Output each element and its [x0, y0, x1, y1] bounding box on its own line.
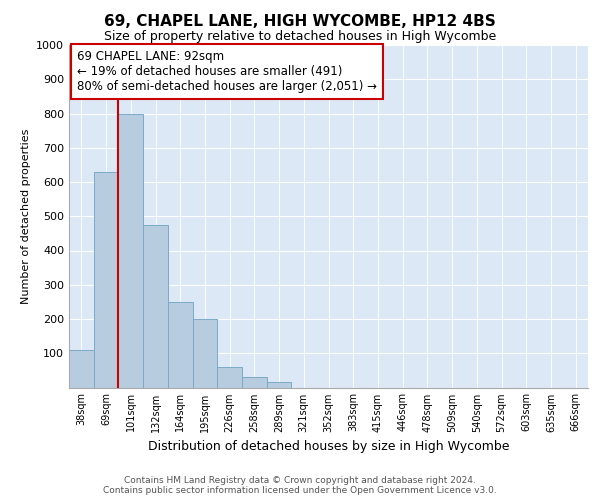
Text: Contains public sector information licensed under the Open Government Licence v3: Contains public sector information licen…	[103, 486, 497, 495]
Bar	[69, 350, 94, 388]
Bar	[118, 114, 143, 388]
Bar	[94, 172, 118, 388]
Text: Contains HM Land Registry data © Crown copyright and database right 2024.: Contains HM Land Registry data © Crown c…	[124, 476, 476, 485]
Bar	[168, 302, 193, 388]
Bar	[242, 377, 267, 388]
Bar	[143, 225, 168, 388]
Bar	[193, 319, 217, 388]
X-axis label: Distribution of detached houses by size in High Wycombe: Distribution of detached houses by size …	[148, 440, 509, 453]
Text: 69, CHAPEL LANE, HIGH WYCOMBE, HP12 4BS: 69, CHAPEL LANE, HIGH WYCOMBE, HP12 4BS	[104, 14, 496, 29]
Bar	[217, 367, 242, 388]
Text: Size of property relative to detached houses in High Wycombe: Size of property relative to detached ho…	[104, 30, 496, 43]
Text: 69 CHAPEL LANE: 92sqm
← 19% of detached houses are smaller (491)
80% of semi-det: 69 CHAPEL LANE: 92sqm ← 19% of detached …	[77, 50, 377, 93]
Bar	[267, 382, 292, 388]
Y-axis label: Number of detached properties: Number of detached properties	[20, 128, 31, 304]
